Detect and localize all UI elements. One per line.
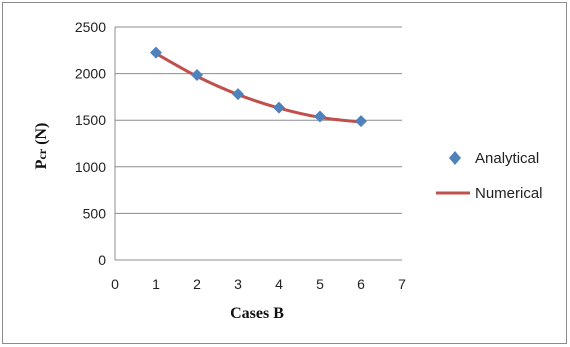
data-point-analytical	[273, 101, 285, 114]
y-tick-label: 1500	[75, 112, 106, 128]
y-axis-title-subscript: cr	[35, 148, 49, 159]
y-tick-label: 2500	[75, 19, 106, 35]
y-tick-label: 1000	[75, 159, 106, 175]
legend-label-analytical: Analytical	[475, 150, 539, 167]
y-axis-title: Pcr (N)	[33, 123, 50, 170]
data-point-analytical	[314, 110, 326, 123]
x-tick-label: 3	[234, 276, 242, 292]
x-tick-label: 4	[275, 276, 283, 292]
y-tick-label: 500	[83, 205, 107, 221]
data-series	[150, 46, 367, 128]
y-axis-title-main: P	[33, 159, 50, 169]
x-tick-label: 6	[357, 276, 365, 292]
legend-marker-analytical	[449, 151, 461, 165]
y-axis-title-unit: (N)	[33, 123, 50, 149]
x-tick-label: 1	[152, 276, 160, 292]
chart-frame	[2, 2, 567, 344]
legend: Analytical Numerical	[436, 150, 543, 202]
x-tick-label: 7	[398, 276, 406, 292]
x-axis-title: Cases B	[230, 305, 284, 322]
gridlines	[114, 26, 402, 261]
y-tick-label: 0	[98, 252, 106, 268]
y-tick-label: 2000	[75, 66, 106, 82]
series-line-numerical	[155, 52, 362, 124]
x-tick-label: 2	[193, 276, 201, 292]
y-tick-labels: 0 500 1000 1500 2000 2500	[75, 19, 106, 268]
x-tick-label: 5	[316, 276, 324, 292]
x-tick-labels: 0 1 2 3 4 5 6 7	[111, 276, 406, 292]
data-point-analytical	[191, 68, 203, 81]
data-point-analytical	[355, 115, 367, 128]
legend-label-numerical: Numerical	[475, 185, 543, 202]
data-point-analytical	[150, 46, 162, 59]
x-tick-label: 0	[111, 276, 119, 292]
data-point-analytical	[232, 88, 244, 101]
